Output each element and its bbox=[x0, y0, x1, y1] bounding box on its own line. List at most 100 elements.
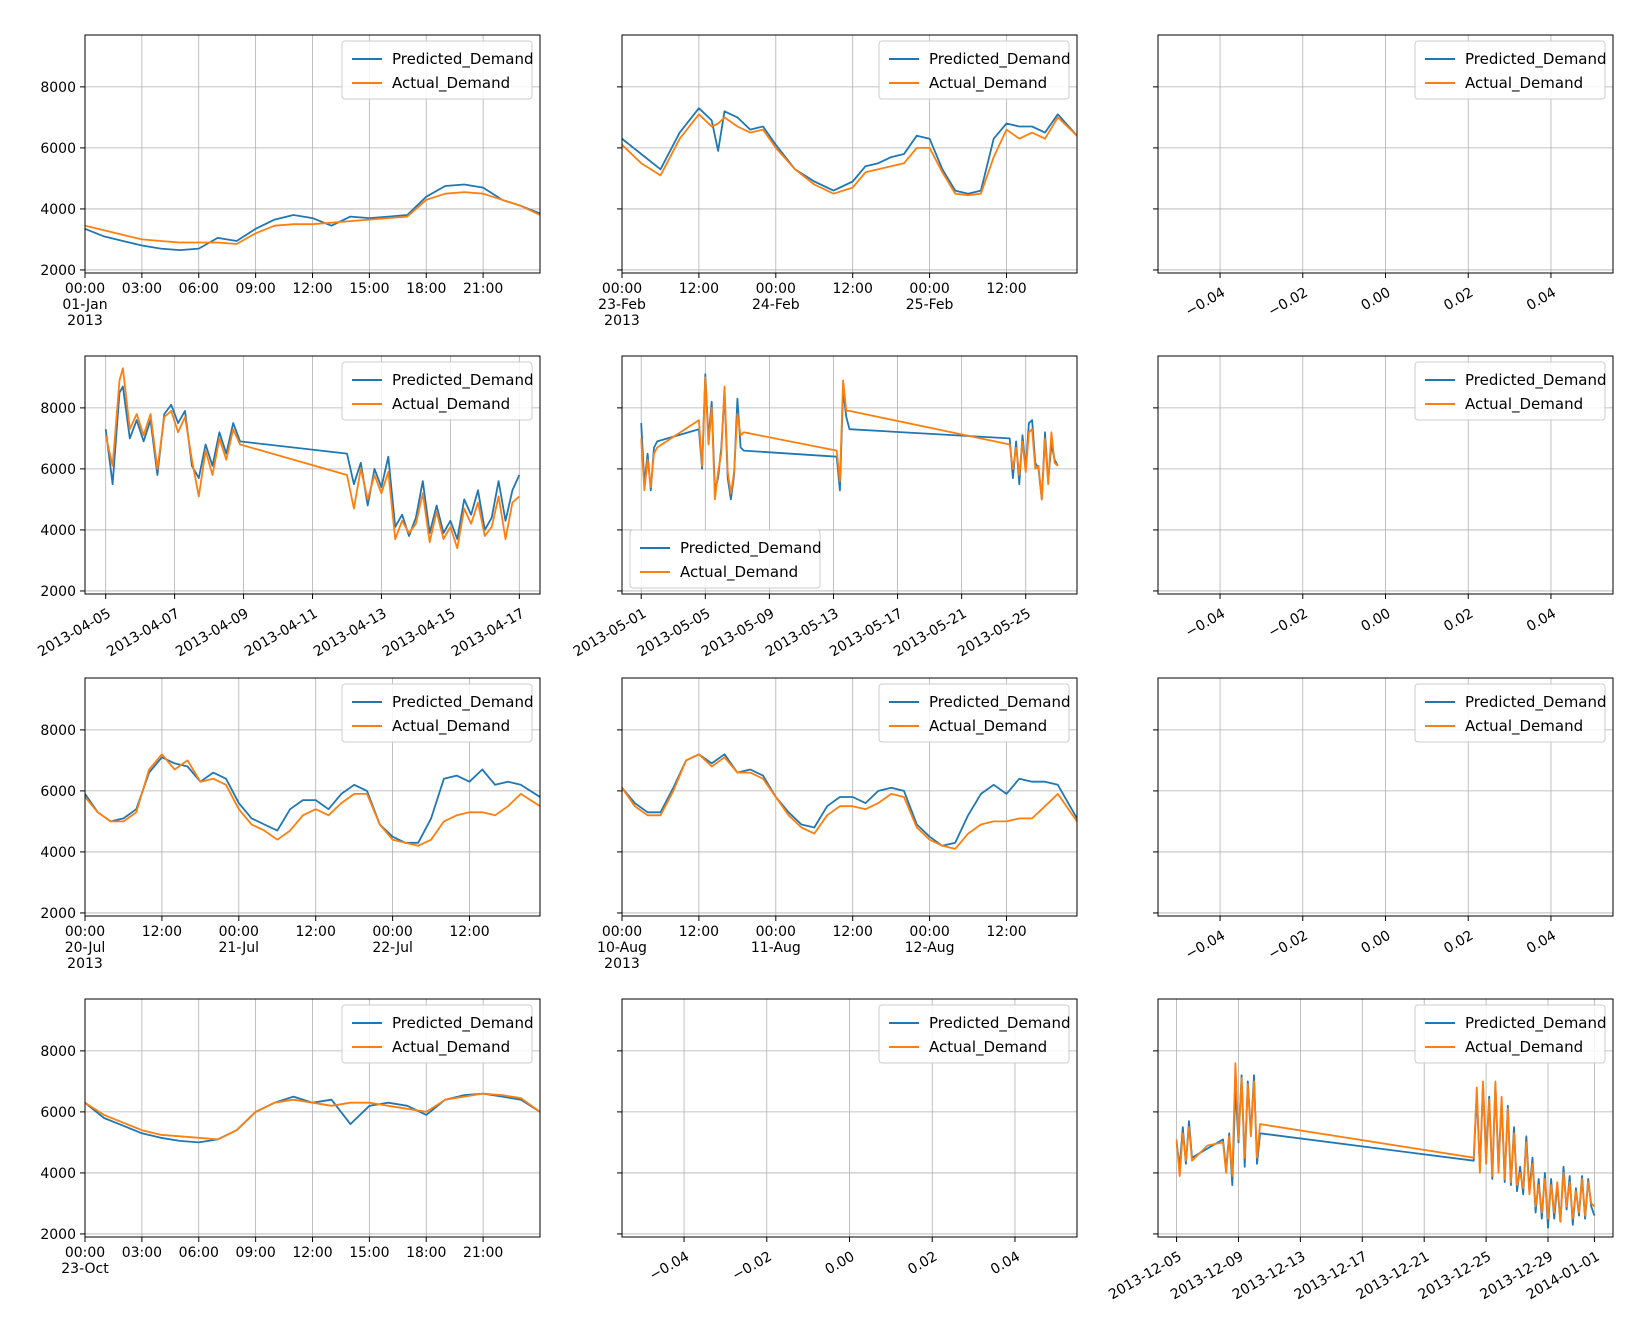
y-tick-label: 4000 bbox=[40, 1166, 76, 1182]
axes-frame bbox=[621, 998, 1078, 1238]
series-group bbox=[640, 373, 1059, 501]
y-tick-label: 4000 bbox=[40, 202, 76, 218]
x-tick-label: 0.04 bbox=[988, 1249, 1023, 1278]
x-tick-label: −0.02 bbox=[1266, 285, 1311, 320]
x-tick-label: 12-Aug bbox=[905, 940, 955, 956]
x-tick-label: 18:00 bbox=[406, 281, 446, 297]
x-tick-label: 22-Jul bbox=[372, 940, 413, 956]
x-tick-label: −0.04 bbox=[647, 1249, 692, 1284]
legend-label: Predicted_Demand bbox=[929, 50, 1071, 69]
x-tick-label: 0.00 bbox=[823, 1249, 858, 1278]
legend-label: Predicted_Demand bbox=[392, 371, 534, 390]
legend-box bbox=[878, 1004, 1070, 1064]
x-tick-label: 00:00 bbox=[219, 924, 259, 940]
x-tick-label: 2013 bbox=[67, 313, 103, 329]
x-tick-label: 0.00 bbox=[1359, 928, 1394, 957]
series-group bbox=[85, 1092, 540, 1144]
x-tick-label: 0.04 bbox=[1524, 285, 1559, 314]
legend-label: Actual_Demand bbox=[1465, 1038, 1583, 1057]
legend: Predicted_Demand Actual_Demand bbox=[341, 361, 534, 421]
y-tick-label: 8000 bbox=[40, 80, 76, 96]
y-tick-label: 6000 bbox=[40, 141, 76, 157]
legend: Predicted_Demand Actual_Demand bbox=[341, 1004, 534, 1064]
x-tick-label: 2013-04-07 bbox=[104, 606, 182, 661]
legend: Predicted_Demand Actual_Demand bbox=[1414, 361, 1607, 421]
legend: Predicted_Demand Actual_Demand bbox=[341, 40, 534, 100]
legend: Predicted_Demand Actual_Demand bbox=[341, 683, 534, 743]
x-tick-label: 11-Aug bbox=[751, 940, 801, 956]
actual-demand-line bbox=[104, 367, 520, 550]
x-tick-label: 2013 bbox=[604, 313, 640, 329]
legend-box bbox=[629, 529, 821, 589]
axes-frame bbox=[84, 677, 541, 917]
x-tick-label: 00:00 bbox=[65, 1245, 105, 1261]
x-tick-label: 12:00 bbox=[292, 281, 332, 297]
y-tick-label: 6000 bbox=[40, 462, 76, 478]
legend: Predicted_Demand Actual_Demand bbox=[878, 683, 1071, 743]
x-tick-label: 00:00 bbox=[602, 924, 642, 940]
y-tick-label: 2000 bbox=[40, 1227, 76, 1243]
series-group bbox=[85, 183, 540, 251]
x-tick-label: −0.04 bbox=[1183, 928, 1228, 963]
x-tick-label: 0.00 bbox=[1359, 606, 1394, 635]
legend-box bbox=[1414, 1004, 1606, 1064]
actual-demand-line bbox=[640, 376, 1059, 501]
actual-demand-line bbox=[1175, 1062, 1596, 1223]
legend-label: Actual_Demand bbox=[1465, 717, 1583, 736]
y-tick-label: 2000 bbox=[40, 906, 76, 922]
subplot-p11: −0.04 −0.02 0.00 0.02 0.04 Predicted_Demand Ac… bbox=[617, 998, 1078, 1284]
x-tick-label: 00:00 bbox=[756, 924, 796, 940]
legend-label: Predicted_Demand bbox=[1465, 50, 1607, 69]
x-tick-label: 0.02 bbox=[1441, 285, 1476, 314]
x-tick-label: 0.00 bbox=[1359, 285, 1394, 314]
legend-label: Actual_Demand bbox=[392, 717, 510, 736]
x-tick-label: 00:00 bbox=[65, 924, 105, 940]
legend-box bbox=[341, 1004, 533, 1064]
y-tick-label: 8000 bbox=[40, 723, 76, 739]
x-tick-label: 03:00 bbox=[122, 281, 162, 297]
legend-box bbox=[341, 683, 533, 743]
x-tick-label: 09:00 bbox=[235, 1245, 275, 1261]
series-group bbox=[104, 367, 521, 550]
x-tick-label: 2013-04-05 bbox=[35, 606, 113, 661]
x-tick-label: 0.04 bbox=[1524, 606, 1559, 635]
legend-label: Actual_Demand bbox=[1465, 74, 1583, 93]
subplot-p4: 20004000600080002013-04-052013-04-072013… bbox=[35, 355, 541, 661]
legend: Predicted_Demand Actual_Demand bbox=[1414, 40, 1607, 100]
actual-demand-line bbox=[85, 1092, 540, 1141]
x-tick-label: 15:00 bbox=[349, 1245, 389, 1261]
axes-frame bbox=[84, 998, 541, 1238]
x-tick-label: 12:00 bbox=[296, 924, 336, 940]
legend-label: Actual_Demand bbox=[1465, 395, 1583, 414]
y-tick-label: 6000 bbox=[40, 1105, 76, 1121]
x-tick-label: −0.02 bbox=[1266, 606, 1311, 641]
legend-label: Actual_Demand bbox=[680, 563, 798, 582]
y-tick-label: 8000 bbox=[40, 401, 76, 417]
x-tick-label: −0.04 bbox=[1183, 606, 1228, 641]
x-tick-label: 06:00 bbox=[179, 281, 219, 297]
x-tick-label: 23-Feb bbox=[598, 297, 646, 313]
y-tick-label: 2000 bbox=[40, 263, 76, 279]
legend-box bbox=[878, 683, 1070, 743]
legend-label: Predicted_Demand bbox=[1465, 693, 1607, 712]
x-tick-label: 21:00 bbox=[463, 281, 503, 297]
legend-label: Actual_Demand bbox=[929, 1038, 1047, 1057]
x-tick-label: 15:00 bbox=[349, 281, 389, 297]
x-tick-label: 2013-04-15 bbox=[380, 606, 458, 661]
actual-demand-line bbox=[85, 753, 540, 847]
y-tick-label: 4000 bbox=[40, 523, 76, 539]
predicted-demand-line bbox=[1175, 1074, 1596, 1229]
x-tick-label: 2013-04-09 bbox=[173, 606, 251, 661]
y-tick-label: 4000 bbox=[40, 845, 76, 861]
x-tick-label: 18:00 bbox=[406, 1245, 446, 1261]
x-tick-label: 01-Jan bbox=[62, 297, 107, 313]
legend-label: Predicted_Demand bbox=[392, 50, 534, 69]
legend-label: Actual_Demand bbox=[929, 717, 1047, 736]
legend-box bbox=[1414, 40, 1606, 100]
series-group bbox=[1175, 1062, 1596, 1229]
x-tick-label: 00:00 bbox=[65, 281, 105, 297]
legend: Predicted_Demand Actual_Demand bbox=[629, 529, 822, 589]
